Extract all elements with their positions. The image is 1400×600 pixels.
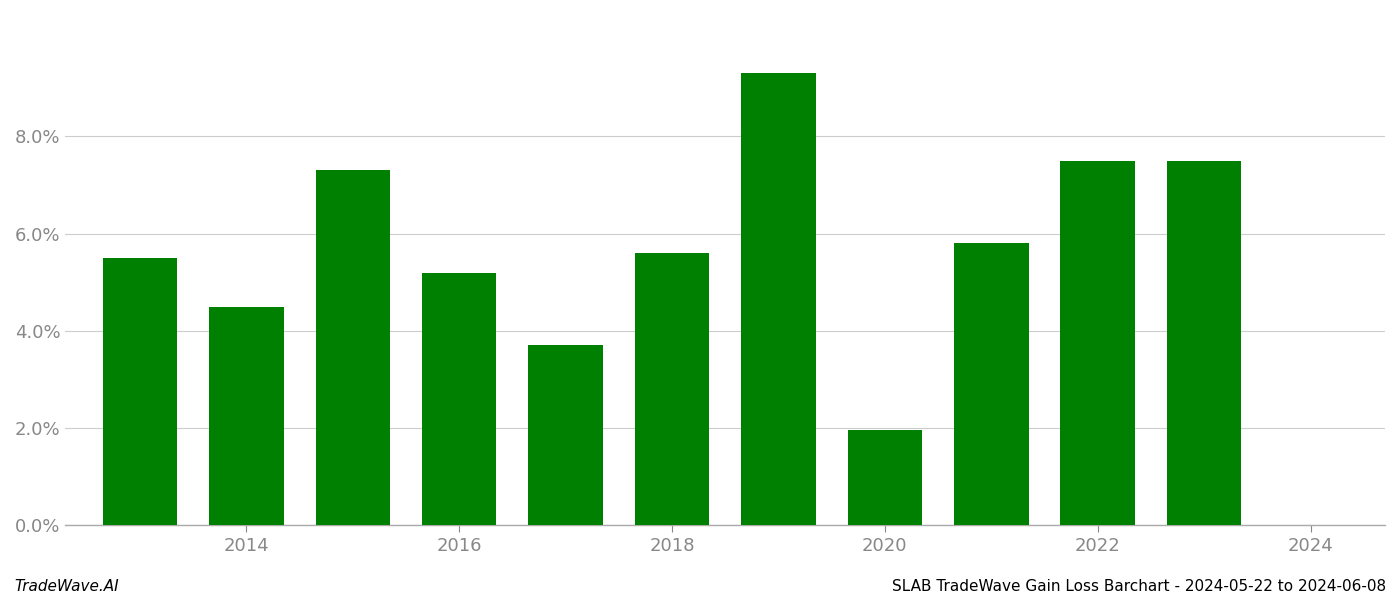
- Bar: [634, 253, 710, 525]
- Bar: [741, 73, 816, 525]
- Text: SLAB TradeWave Gain Loss Barchart - 2024-05-22 to 2024-06-08: SLAB TradeWave Gain Loss Barchart - 2024…: [892, 579, 1386, 594]
- Bar: [102, 258, 178, 525]
- Bar: [528, 346, 603, 525]
- Text: TradeWave.AI: TradeWave.AI: [14, 579, 119, 594]
- Bar: [209, 307, 284, 525]
- Bar: [953, 244, 1029, 525]
- Bar: [1060, 161, 1135, 525]
- Bar: [421, 272, 497, 525]
- Bar: [1166, 161, 1242, 525]
- Bar: [315, 170, 391, 525]
- Bar: [847, 430, 923, 525]
